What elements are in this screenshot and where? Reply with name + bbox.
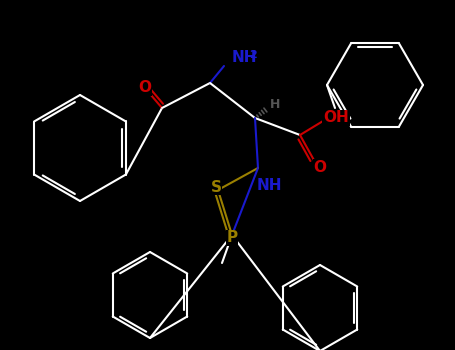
Text: OH: OH	[323, 111, 349, 126]
Text: NH: NH	[232, 50, 258, 65]
Text: NH: NH	[256, 178, 282, 194]
Text: 2: 2	[249, 50, 257, 60]
Text: O: O	[313, 160, 327, 175]
Text: P: P	[227, 231, 238, 245]
Text: O: O	[138, 80, 152, 96]
Text: S: S	[211, 180, 222, 195]
Text: H: H	[270, 98, 280, 112]
